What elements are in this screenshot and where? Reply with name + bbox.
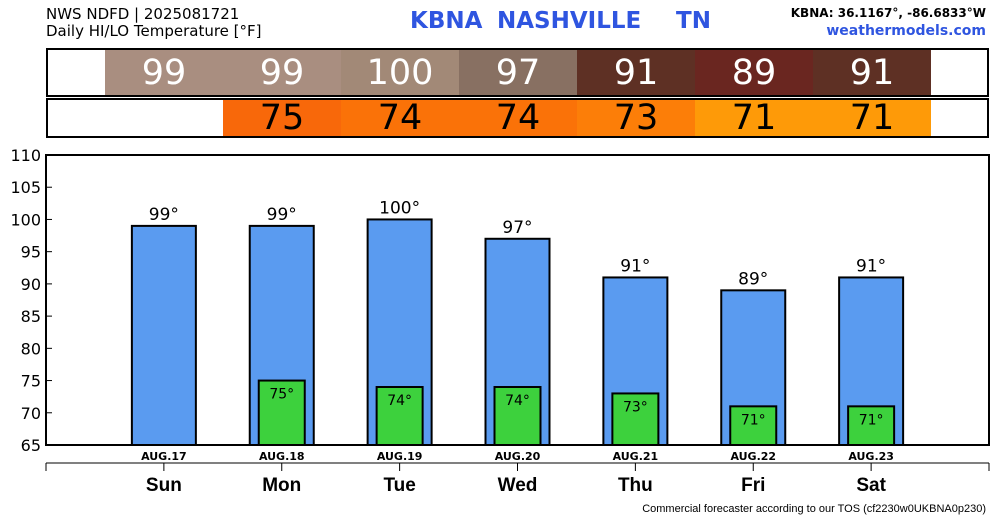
site-link[interactable]: weathermodels.com — [826, 23, 986, 39]
date-label: AUG.22 — [730, 450, 776, 463]
date-label: AUG.20 — [495, 450, 541, 463]
y-tick-label: 110 — [10, 146, 41, 165]
lo-strip-cell: 74 — [341, 100, 459, 136]
date-label: AUG.23 — [848, 450, 894, 463]
hi-strip-cell: 91 — [577, 50, 695, 95]
hi-temp-strip: 99 99 100 97 91 89 91 — [46, 48, 989, 97]
hi-bar — [130, 224, 197, 446]
lo-bar — [375, 386, 424, 446]
lo-value-label: 75° — [269, 387, 294, 403]
lo-temp-strip: 75 74 74 73 71 71 — [46, 98, 989, 138]
hi-strip-cell: 89 — [695, 50, 813, 95]
lo-bar — [611, 392, 660, 447]
day-label: Tue — [383, 475, 415, 496]
y-tick-label: 75 — [21, 372, 41, 391]
lo-bar — [257, 379, 306, 446]
hi-value-label: 99° — [149, 205, 179, 225]
day-label: Thu — [618, 475, 653, 496]
lo-value-label: 71° — [741, 412, 766, 428]
y-tick-label: 95 — [21, 243, 41, 262]
day-label: Sat — [856, 475, 886, 496]
hi-strip-cell: 91 — [813, 50, 931, 95]
state-code: TN — [676, 8, 711, 34]
y-tick-label: 90 — [21, 275, 41, 294]
product-subtitle: Daily HI/LO Temperature [°F] — [46, 22, 262, 40]
lo-value-label: 74° — [387, 393, 412, 409]
hi-strip-cell: 100 — [341, 50, 459, 95]
hi-strip-cell: 99 — [105, 50, 223, 95]
hi-value-label: 91° — [620, 256, 650, 276]
station-coords: KBNA: 36.1167°, -86.6833°W — [790, 6, 986, 20]
date-label: AUG.21 — [613, 450, 659, 463]
city-name: NASHVILLE — [497, 8, 642, 34]
day-label: Sun — [146, 475, 182, 496]
y-tick-label: 65 — [21, 436, 41, 455]
lo-bar — [847, 405, 896, 447]
day-label: Fri — [741, 475, 765, 496]
product-title: NWS NDFD | 2025081721 — [46, 5, 240, 23]
hi-strip-cell: 99 — [223, 50, 341, 95]
tos-footer: Commercial forecaster according to our T… — [642, 503, 986, 515]
y-tick-label: 105 — [10, 178, 41, 197]
y-tick-label: 70 — [21, 404, 41, 423]
lo-strip-cell: 73 — [577, 100, 695, 136]
lo-value-label: 73° — [623, 399, 648, 415]
hi-value-label: 100° — [379, 198, 420, 218]
lo-bar — [729, 405, 778, 447]
lo-value-label: 71° — [859, 412, 884, 428]
lo-strip-cell: 71 — [695, 100, 813, 136]
lo-strip-cell: 74 — [459, 100, 577, 136]
hi-value-label: 97° — [502, 218, 532, 238]
hi-strip-cell: 97 — [459, 50, 577, 95]
day-label: Wed — [498, 475, 538, 496]
hi-value-label: 99° — [267, 205, 297, 225]
station-id: KBNA — [410, 8, 483, 34]
date-label: AUG.19 — [377, 450, 423, 463]
date-label: AUG.18 — [259, 450, 305, 463]
lo-value-label: 74° — [505, 393, 530, 409]
lo-strip-cell: 71 — [813, 100, 931, 136]
y-tick-label: 100 — [10, 210, 41, 229]
hi-value-label: 91° — [856, 256, 886, 276]
y-tick-label: 80 — [21, 339, 41, 358]
day-label: Mon — [262, 475, 301, 496]
date-label: AUG.17 — [141, 450, 187, 463]
lo-strip-cell: 75 — [223, 100, 341, 136]
y-tick-label: 85 — [21, 307, 41, 326]
hi-value-label: 89° — [738, 269, 768, 289]
lo-bar — [493, 386, 542, 446]
